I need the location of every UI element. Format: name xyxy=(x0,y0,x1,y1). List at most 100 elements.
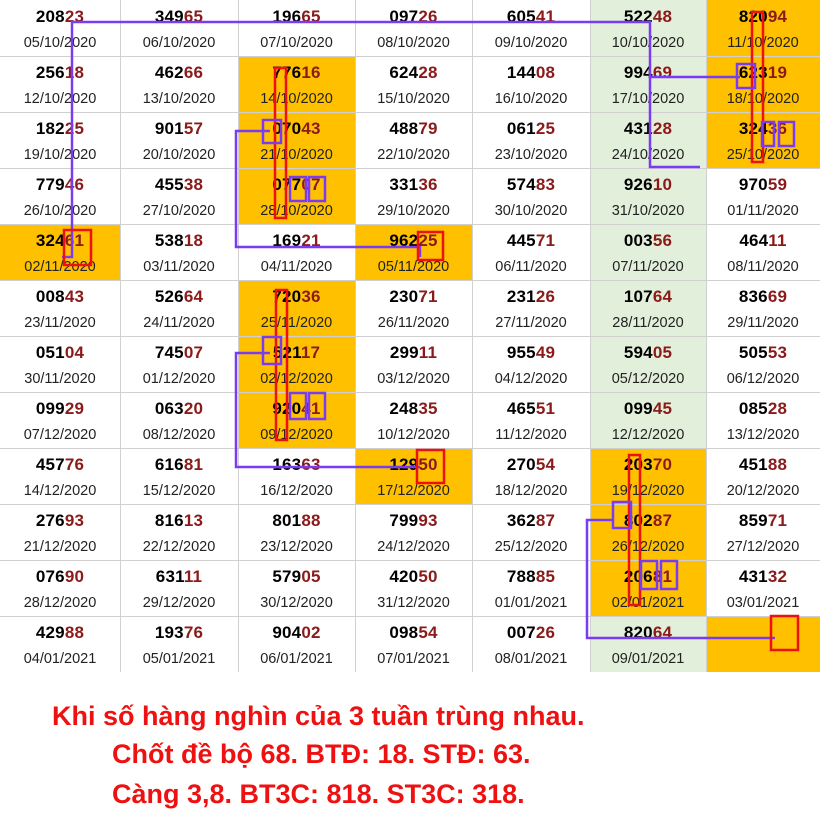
result-date: 05/11/2020 xyxy=(377,259,450,275)
digit-box xyxy=(261,335,283,366)
result-number: 18225 xyxy=(35,119,85,138)
result-cell: 57483 30/10/2020 xyxy=(472,168,590,224)
result-number: 10764 xyxy=(623,287,673,306)
result-date: 31/12/2020 xyxy=(377,595,450,611)
result-cell: 97059 01/11/2020 xyxy=(706,168,820,224)
result-date: 28/11/2020 xyxy=(612,315,684,331)
grid-line xyxy=(0,56,820,57)
grid-line xyxy=(0,616,820,617)
result-date: 27/11/2020 xyxy=(495,315,567,331)
result-number: 06125 xyxy=(506,119,556,138)
result-cell: 80188 23/12/2020 xyxy=(238,504,355,560)
result-date: 25/12/2020 xyxy=(494,539,568,555)
result-date: 03/01/2021 xyxy=(726,595,800,611)
result-cell: 43132 03/01/2021 xyxy=(706,560,820,616)
result-date: 07/01/2021 xyxy=(377,651,450,667)
result-cell: 16363 16/12/2020 xyxy=(238,448,355,504)
result-date: 25/11/2020 xyxy=(260,315,333,331)
result-date: 01/12/2020 xyxy=(142,371,216,387)
result-cell: 44571 06/11/2020 xyxy=(472,224,590,280)
grid-line xyxy=(0,112,820,113)
grid-line xyxy=(0,224,820,225)
result-number: 36287 xyxy=(506,511,556,530)
tail-box xyxy=(769,614,800,652)
result-cell: 27693 21/12/2020 xyxy=(0,504,120,560)
result-number: 96225 xyxy=(389,231,438,250)
result-cell: 06125 23/10/2020 xyxy=(472,112,590,168)
result-date: 17/10/2020 xyxy=(611,91,685,107)
result-date: 08/01/2021 xyxy=(494,651,568,667)
result-date: 24/12/2020 xyxy=(377,539,450,555)
caption-line-2: Chốt đề bộ 68. BTĐ: 18. STĐ: 63. xyxy=(112,739,531,769)
digit-box xyxy=(307,175,327,203)
result-cell: 42988 04/01/2021 xyxy=(0,616,120,672)
result-cell: 14408 16/10/2020 xyxy=(472,56,590,112)
result-number: 45538 xyxy=(154,175,204,194)
result-number: 90402 xyxy=(272,623,321,642)
result-date: 13/12/2020 xyxy=(726,427,800,443)
grid-line xyxy=(0,504,820,505)
result-date: 20/12/2020 xyxy=(726,483,800,499)
result-cell: 90402 06/01/2021 xyxy=(238,616,355,672)
result-date: 19/10/2020 xyxy=(23,147,97,163)
result-cell: 95549 04/12/2020 xyxy=(472,336,590,392)
result-number: 97059 xyxy=(738,175,788,194)
result-number: 62428 xyxy=(389,63,438,82)
result-date: 18/12/2020 xyxy=(494,483,568,499)
result-number: 78885 xyxy=(506,567,556,586)
result-number: 12950 xyxy=(389,455,438,474)
result-number: 74507 xyxy=(154,343,204,362)
result-cell xyxy=(706,616,820,672)
result-number: 80188 xyxy=(272,511,321,530)
result-number: 46411 xyxy=(739,231,787,250)
result-date: 20/10/2020 xyxy=(142,147,216,163)
result-cell: 85971 27/12/2020 xyxy=(706,504,820,560)
result-date: 09/01/2021 xyxy=(611,651,685,667)
caption-line-1: Khi số hàng nghìn của 3 tuần trùng nhau. xyxy=(52,701,585,731)
digit-box xyxy=(735,62,757,90)
result-date: 06/10/2020 xyxy=(142,35,216,51)
result-date: 29/11/2020 xyxy=(727,315,799,331)
result-date: 02/12/2020 xyxy=(260,371,333,387)
result-number: 46266 xyxy=(154,63,204,82)
result-date: 26/10/2020 xyxy=(23,203,97,219)
result-number: 53818 xyxy=(154,231,204,250)
result-date: 29/10/2020 xyxy=(377,203,450,219)
result-date: 16/10/2020 xyxy=(494,91,568,107)
result-number: 43128 xyxy=(623,119,673,138)
result-number: 08528 xyxy=(738,399,788,418)
result-date: 21/10/2020 xyxy=(260,147,333,163)
digit-box xyxy=(611,500,633,530)
result-cell: 07043 21/10/2020 xyxy=(238,112,355,168)
result-date: 23/12/2020 xyxy=(260,539,333,555)
result-number: 45188 xyxy=(738,455,788,474)
result-number: 90157 xyxy=(154,119,204,138)
result-date: 16/12/2020 xyxy=(260,483,333,499)
result-date: 27/10/2020 xyxy=(142,203,216,219)
result-date: 05/10/2020 xyxy=(23,35,97,51)
result-date: 15/12/2020 xyxy=(142,483,216,499)
result-cell: 09726 08/10/2020 xyxy=(355,0,472,56)
result-date: 03/11/2020 xyxy=(143,259,215,275)
result-cell: 61681 15/12/2020 xyxy=(120,448,238,504)
result-date: 02/11/2020 xyxy=(24,259,96,275)
pattern-annotation-overlay xyxy=(62,10,800,652)
grid-line xyxy=(0,336,820,337)
result-date: 01/01/2021 xyxy=(494,595,568,611)
result-number: 07690 xyxy=(35,567,85,586)
result-cell: 78885 01/01/2021 xyxy=(472,560,590,616)
result-date: 30/11/2020 xyxy=(24,371,96,387)
result-cell: 16921 04/11/2020 xyxy=(238,224,355,280)
result-date: 12/12/2020 xyxy=(611,427,685,443)
result-date: 12/10/2020 xyxy=(23,91,97,107)
caption-line-3: Càng 3,8. BT3C: 818. ST3C: 318. xyxy=(112,779,525,809)
result-cell: 45776 14/12/2020 xyxy=(0,448,120,504)
result-cell: 09929 07/12/2020 xyxy=(0,392,120,448)
result-number: 32461 xyxy=(35,231,85,250)
result-date: 13/10/2020 xyxy=(142,91,216,107)
result-date: 22/12/2020 xyxy=(142,539,216,555)
result-cell: 19376 05/01/2021 xyxy=(120,616,238,672)
result-number: 52664 xyxy=(154,287,204,306)
result-cell: 07707 28/10/2020 xyxy=(238,168,355,224)
result-date: 05/01/2021 xyxy=(142,651,216,667)
